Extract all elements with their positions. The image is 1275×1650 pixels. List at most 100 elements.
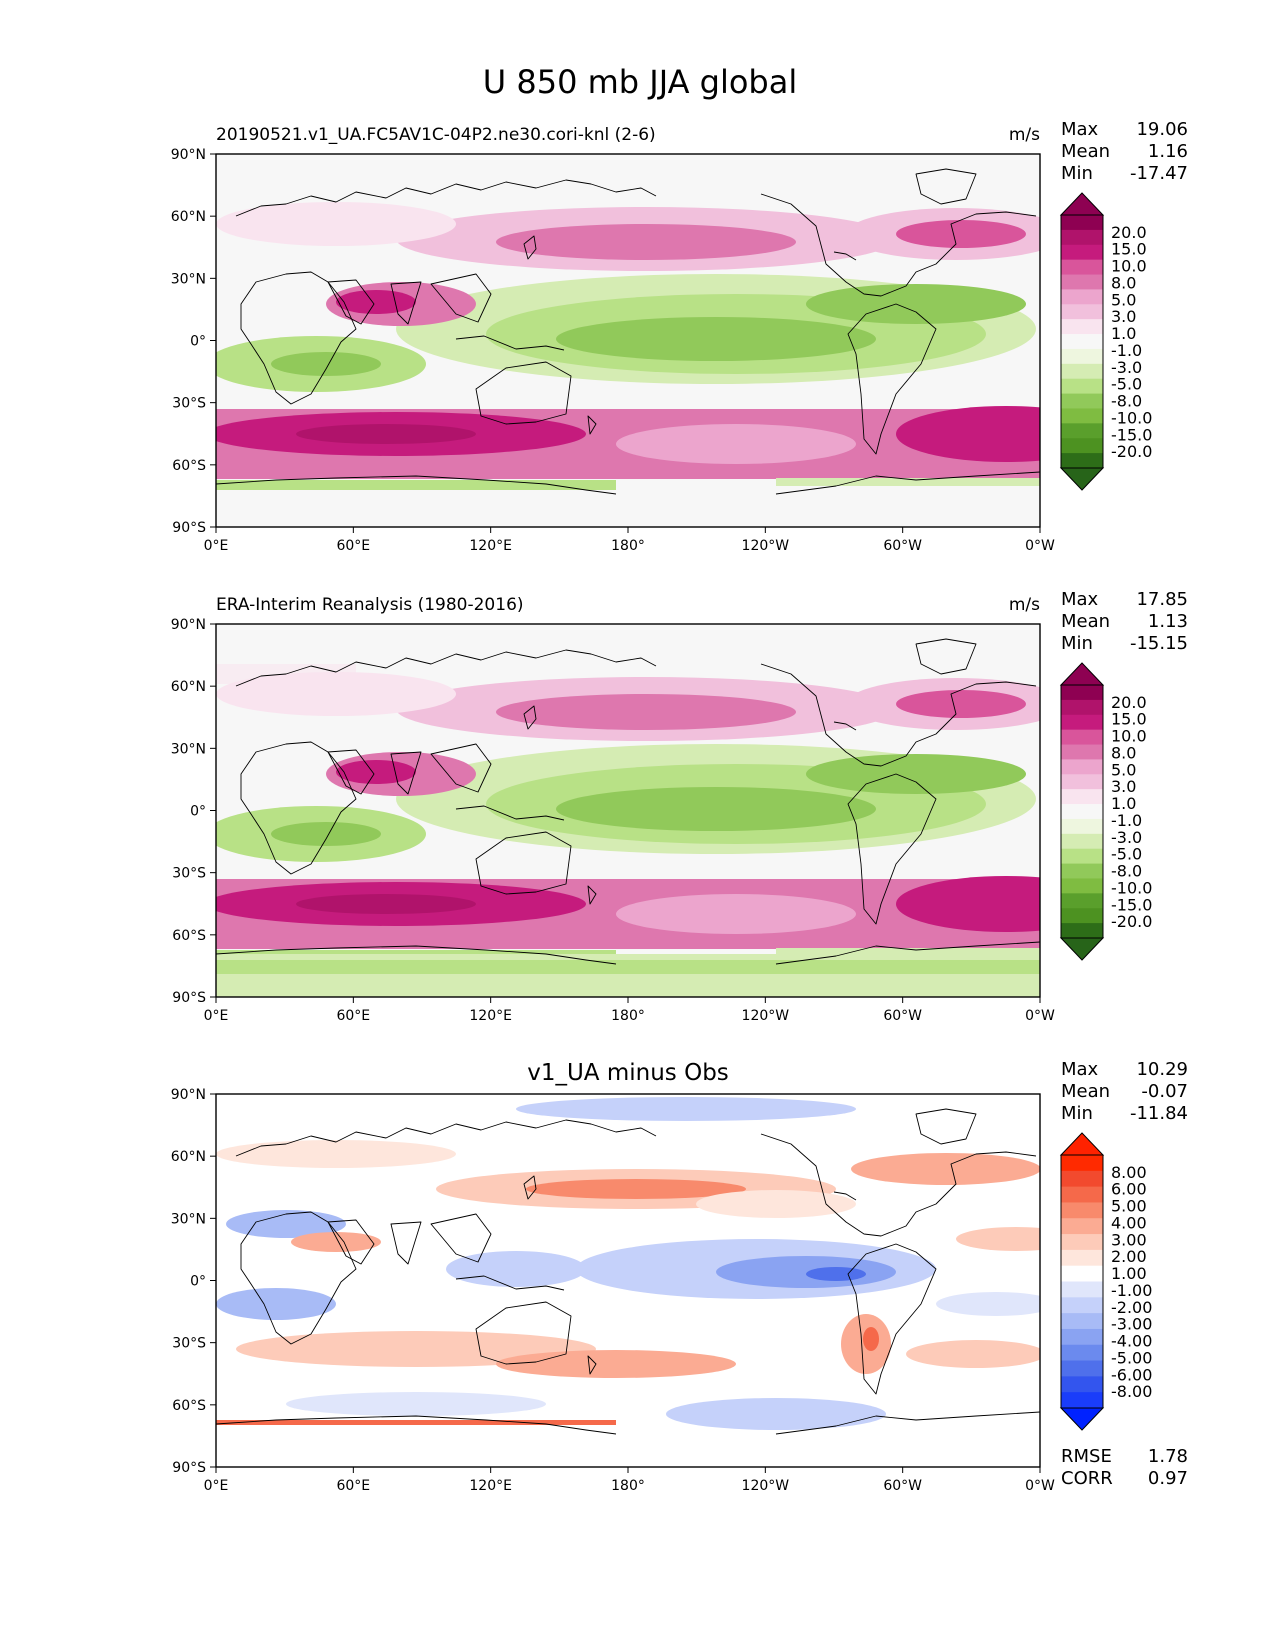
- colorbar-segment: [1061, 714, 1103, 731]
- stat-label: Mean: [1061, 1081, 1110, 1102]
- panel-test: 20190521.v1_UA.FC5AV1C-04P2.ne30.cori-kn…: [171, 119, 1188, 554]
- colorbar-label: -2.00: [1111, 1298, 1152, 1317]
- stat-label: Mean: [1061, 141, 1110, 162]
- colorbar-label: -1.00: [1111, 1281, 1152, 1300]
- lon-tick-label: 60°E: [336, 538, 370, 554]
- panel-difference: v1_UA minus Obs 90°N60°N30°N0°30°S60°S90…: [171, 1059, 1188, 1494]
- lon-tick-label: 0°W: [1025, 1478, 1055, 1494]
- lon-tick-label: 0°E: [204, 538, 229, 554]
- colorbar-segment: [1061, 289, 1103, 305]
- colorbar-label: -5.0: [1111, 375, 1142, 394]
- colorbar-segment: [1061, 848, 1103, 865]
- lon-tick-label: 0°W: [1025, 1008, 1055, 1024]
- colorbar-label: -1.0: [1111, 811, 1142, 830]
- colorbar-segment: [1061, 1186, 1103, 1203]
- colorbar-segment: [1061, 348, 1103, 365]
- panel-units: m/s: [1009, 125, 1040, 145]
- lat-tick-label: 0°: [190, 334, 206, 350]
- colorbar-extend-max: [1059, 192, 1105, 216]
- colorbar-extend-min: [1059, 937, 1105, 961]
- colorbar-segment: [1061, 423, 1103, 439]
- colorbar-label: 8.0: [1111, 273, 1136, 292]
- lat-tick-label: 0°: [190, 804, 206, 820]
- colorbar-segment: [1061, 759, 1103, 775]
- stat-value: -15.15: [1130, 633, 1188, 654]
- stats-box: Max 19.06 Mean 1.16 Min -17.47: [1061, 119, 1188, 184]
- colorbar-segment: [1061, 908, 1103, 924]
- colorbar-label: 3.0: [1111, 307, 1136, 326]
- colorbar-segment: [1061, 378, 1103, 395]
- colorbar: 20.015.010.08.05.03.01.0-1.0-3.0-5.0-8.0…: [1059, 192, 1152, 491]
- lat-axis: 90°N 60°N 30°N 0° 30°S 60°S 90°S: [171, 1087, 216, 1476]
- colorbar-segment: [1061, 685, 1103, 701]
- colorbar-segment: [1061, 1360, 1103, 1377]
- colorbar-segment: [1061, 1265, 1103, 1282]
- colorbar-segment: [1061, 774, 1103, 790]
- lat-tick-label: 60°S: [172, 928, 206, 944]
- colorbar-label: -5.00: [1111, 1348, 1152, 1367]
- colorbar-segment: [1061, 1234, 1103, 1251]
- colorbar-label: -10.0: [1111, 878, 1152, 897]
- panel-units: m/s: [1009, 595, 1040, 615]
- colorbar-label: 8.00: [1111, 1163, 1147, 1182]
- colorbar-segment: [1061, 1297, 1103, 1314]
- stat-value: -0.07: [1141, 1081, 1188, 1102]
- colorbar-segment: [1061, 1155, 1103, 1172]
- colorbar-segment: [1061, 393, 1103, 409]
- lat-tick-label: 30°N: [171, 1211, 206, 1227]
- lon-tick-label: 180°: [611, 538, 645, 554]
- colorbar-label: -8.0: [1111, 862, 1142, 881]
- stat-label: Mean: [1061, 611, 1110, 632]
- colorbar-label: 1.0: [1111, 324, 1136, 343]
- colorbar-label: -8.00: [1111, 1382, 1152, 1401]
- lat-tick-label: 60°N: [171, 209, 206, 225]
- colorbar-segment: [1061, 1328, 1103, 1346]
- lat-tick-label: 60°S: [172, 458, 206, 474]
- map-area: [215, 623, 1041, 998]
- lon-axis: 0°E 60°E 120°E 180° 120°W 60°W 0°W: [204, 527, 1055, 554]
- colorbar-label: -5.0: [1111, 845, 1142, 864]
- stat-value: 1.13: [1148, 611, 1188, 632]
- stat-value: -17.47: [1130, 163, 1188, 184]
- colorbar-segment: [1061, 744, 1103, 760]
- lon-tick-label: 60°E: [336, 1478, 370, 1494]
- lon-tick-label: 120°W: [742, 538, 790, 554]
- colorbar-segment: [1061, 1392, 1103, 1409]
- colorbar-segment: [1061, 244, 1103, 261]
- colorbar-label: -20.0: [1111, 912, 1152, 931]
- colorbar-segment: [1061, 789, 1103, 805]
- stat-label: Min: [1061, 1103, 1093, 1124]
- colorbar-label: 1.00: [1111, 1264, 1147, 1283]
- colorbar-segment: [1061, 893, 1103, 909]
- lat-tick-label: 60°S: [172, 1398, 206, 1414]
- lat-tick-label: 60°N: [171, 679, 206, 695]
- colorbar-label: 4.00: [1111, 1213, 1147, 1232]
- lat-tick-label: 90°N: [171, 1087, 206, 1103]
- colorbar-segment: [1061, 259, 1103, 276]
- stat-label: Min: [1061, 633, 1093, 654]
- colorbar-segment: [1061, 438, 1103, 454]
- lat-tick-label: 60°N: [171, 1149, 206, 1165]
- lat-tick-label: 90°S: [172, 990, 206, 1006]
- lat-tick-label: 90°N: [171, 147, 206, 163]
- colorbar-label: 15.0: [1111, 240, 1147, 259]
- colorbar-segment: [1061, 923, 1103, 939]
- lon-tick-label: 60°W: [883, 538, 922, 554]
- colorbar-label: -3.00: [1111, 1315, 1152, 1334]
- colorbar-segment: [1061, 274, 1103, 290]
- panel-reference: ERA-Interim Reanalysis (1980-2016) m/s 9…: [171, 589, 1188, 1024]
- colorbar-extend-max: [1059, 662, 1105, 686]
- colorbar: 20.015.010.08.05.03.01.0-1.0-3.0-5.0-8.0…: [1059, 662, 1152, 961]
- colorbar-label: 5.0: [1111, 290, 1136, 309]
- colorbar-segment: [1061, 304, 1103, 320]
- colorbar-label: 5.0: [1111, 760, 1136, 779]
- stat-label: RMSE: [1061, 1446, 1112, 1467]
- lon-tick-label: 120°E: [469, 1478, 512, 1494]
- lon-tick-label: 120°W: [742, 1478, 790, 1494]
- colorbar-label: 5.00: [1111, 1197, 1147, 1216]
- colorbar-label: 10.0: [1111, 727, 1147, 746]
- lat-tick-label: 30°N: [171, 271, 206, 287]
- lat-tick-label: 90°S: [172, 520, 206, 536]
- figure-title: U 850 mb JJA global: [483, 63, 797, 101]
